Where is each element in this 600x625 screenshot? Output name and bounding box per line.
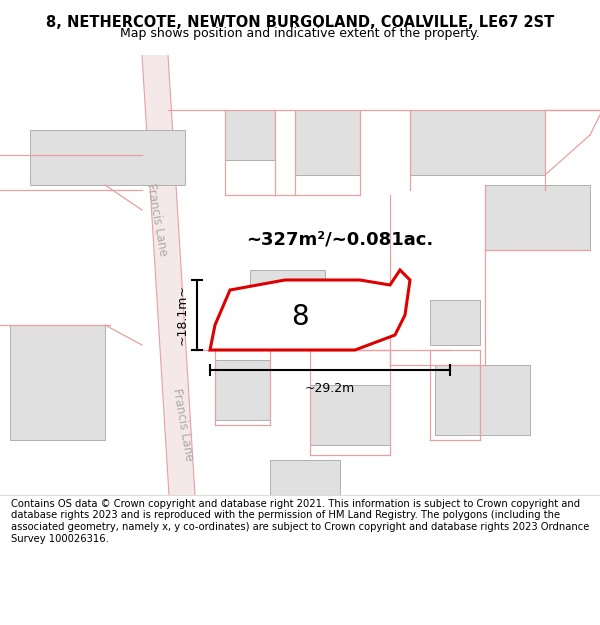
Text: 8: 8 [291,303,309,331]
Text: Francis Lane: Francis Lane [170,388,196,462]
Polygon shape [435,365,530,435]
Polygon shape [250,270,325,335]
Polygon shape [210,270,410,350]
Text: 8, NETHERCOTE, NEWTON BURGOLAND, COALVILLE, LE67 2ST: 8, NETHERCOTE, NEWTON BURGOLAND, COALVIL… [46,16,554,31]
Polygon shape [30,130,185,185]
Polygon shape [225,110,275,160]
Polygon shape [215,360,270,420]
Text: ~327m²/~0.081ac.: ~327m²/~0.081ac. [247,231,434,249]
Polygon shape [485,185,590,250]
Text: Francis Lane: Francis Lane [144,182,170,258]
Text: Map shows position and indicative extent of the property.: Map shows position and indicative extent… [120,27,480,39]
Text: Contains OS data © Crown copyright and database right 2021. This information is : Contains OS data © Crown copyright and d… [11,499,589,544]
Text: ~18.1m~: ~18.1m~ [176,284,189,346]
Polygon shape [270,460,340,495]
Polygon shape [142,55,195,495]
Polygon shape [295,110,360,175]
Polygon shape [410,110,545,175]
Text: ~29.2m: ~29.2m [305,382,355,395]
Polygon shape [310,385,390,445]
Polygon shape [10,325,105,440]
Polygon shape [430,300,480,345]
